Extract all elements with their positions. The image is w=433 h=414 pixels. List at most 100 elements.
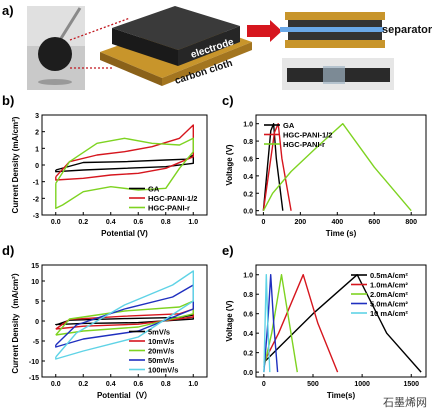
legend-label: HGC-PANI-1/2 (283, 131, 332, 140)
y-tick-label: 0 (35, 163, 39, 170)
y-tick-label: 3 (35, 113, 39, 120)
y-tick-label: 0.6 (243, 156, 253, 163)
y-tick-label: 0.2 (243, 351, 253, 358)
x-tick-label: 0.6 (133, 219, 143, 226)
legend-label: 1.0mA/cm² (370, 281, 408, 290)
plot-frame (255, 114, 427, 216)
x-tick-label: 500 (307, 381, 319, 388)
x-tick-label: 400 (331, 219, 343, 226)
separator-label: separator (382, 24, 433, 36)
series-line (55, 270, 194, 360)
legend-label: GA (283, 121, 295, 130)
x-tick-label: 600 (368, 219, 380, 226)
panel-c-label: c) (222, 93, 234, 108)
x-tick-label: 1500 (403, 381, 419, 388)
y-tick-label: 2 (35, 130, 39, 137)
series-line (262, 123, 412, 212)
legend-label: HGC-PANI-r (148, 204, 190, 213)
x-tick-label: 1.0 (188, 381, 198, 388)
x-tick-label: 0 (261, 219, 265, 226)
y-tick-label: -3 (33, 213, 39, 220)
y-axis-label: Voltage (V) (225, 144, 234, 186)
y-tick-label: 0.4 (243, 174, 253, 181)
y-tick-label: 0.2 (243, 191, 253, 198)
chart-e-gcd-currents: 0 500 1000 1500 0.0 0.2 0.4 0.6 0.8 1.0 Time(s) Vol… (225, 264, 427, 400)
legend-label: 0.5mA/cm² (370, 271, 408, 280)
legend-label: 5.0mA/cm² (370, 300, 408, 309)
x-tick-label: 0.0 (51, 219, 61, 226)
x-tick-label: 1000 (354, 381, 370, 388)
x-tick-label: 0.0 (51, 381, 61, 388)
y-tick-label: 0.0 (243, 370, 253, 377)
legend-label: 100mV/s (148, 366, 178, 375)
arrow-icon (247, 20, 282, 42)
y-tick-label: 0.0 (243, 209, 253, 216)
x-axis-label: Potential（V） (97, 390, 152, 400)
y-tick-label: 0.8 (243, 292, 253, 299)
series-line (55, 124, 194, 181)
y-tick-label: 0.6 (243, 312, 253, 319)
legend-label: HGC-PANI-r (283, 140, 325, 149)
x-tick-label: 0.8 (161, 219, 171, 226)
x-axis-label: Potential (V) (101, 229, 148, 238)
chart-c-gcd: 0 200 400 600 800 0.0 0.2 0.4 0.6 0.8 1.0 Time (s) V… (225, 114, 427, 238)
watermark: 石墨烯网 (383, 396, 427, 409)
legend-label: 50mV/s (148, 356, 174, 365)
chart-d-cv-rates: 0.0 0.2 0.4 0.6 0.8 1.0 -15 -10 -5 0 5 10 15 Potentia… (10, 263, 208, 400)
y-tick-label: -5 (33, 339, 39, 346)
series-line (262, 123, 292, 211)
x-tick-label: 0 (262, 381, 266, 388)
series-line (55, 154, 194, 173)
panel-d-label: d) (2, 243, 15, 258)
x-tick-label: 0.8 (161, 381, 171, 388)
x-tick-label: 1.0 (188, 219, 198, 226)
x-tick-label: 800 (405, 219, 417, 226)
y-tick-label: -10 (29, 359, 39, 366)
y-tick-label: -15 (29, 375, 39, 382)
x-axis-label: Time (s) (326, 229, 357, 238)
series-line (262, 123, 284, 211)
panel-a-label: a) (2, 3, 14, 18)
legend-label: 10 mA/cm² (370, 309, 408, 318)
legend-label: HGC-PANI-1/2 (148, 194, 197, 203)
series-line (263, 274, 271, 373)
y-tick-label: 0.4 (243, 331, 253, 338)
y-tick-label: 1.0 (243, 273, 253, 280)
y-tick-label: 0.8 (243, 139, 253, 146)
series-line (263, 274, 422, 373)
chart-b-cv: 0.0 0.2 0.4 0.6 0.8 1.0 -3 -2 -1 0 1 2 3 Potential (V… (11, 113, 208, 238)
x-tick-label: 0.2 (78, 219, 88, 226)
y-axis-label: Voltage (V) (225, 300, 234, 342)
y-tick-label: 10 (31, 279, 39, 286)
x-tick-label: 0.2 (78, 381, 88, 388)
y-tick-label: -2 (33, 196, 39, 203)
electrode-block (112, 6, 240, 50)
x-tick-label: 0.6 (133, 381, 143, 388)
y-tick-label: 0 (35, 319, 39, 326)
y-tick-label: 15 (31, 263, 39, 270)
panel-e-label: e) (222, 243, 234, 258)
separator-layer (280, 27, 384, 32)
x-tick-label: 0.4 (106, 219, 116, 226)
series-line (263, 274, 279, 373)
legend-label: 5mV/s (148, 328, 170, 337)
panel-b-label: b) (2, 93, 15, 108)
x-axis-label: Time(s) (327, 391, 356, 400)
y-axis-label: Current Density (mA/cm²) (11, 116, 20, 213)
y-tick-label: 1 (35, 146, 39, 153)
plot-frame (255, 264, 427, 378)
series-line (55, 137, 194, 209)
x-tick-label: 200 (295, 219, 307, 226)
y-tick-label: 5 (35, 299, 39, 306)
series-line (263, 274, 339, 373)
legend-label: GA (148, 185, 160, 194)
legend-label: 2.0mA/cm² (370, 290, 408, 299)
x-tick-label: 0.4 (106, 381, 116, 388)
y-axis-label: Current Density（mA/cm²） (10, 268, 20, 373)
legend-label: 20mV/s (148, 347, 174, 356)
y-tick-label: 1.0 (243, 122, 253, 129)
legend-label: 10mV/s (148, 337, 174, 346)
panel-a-schematic: separator electrode carbon cloth (27, 6, 433, 90)
electrode-disk (38, 37, 72, 71)
y-tick-label: -1 (33, 180, 39, 187)
